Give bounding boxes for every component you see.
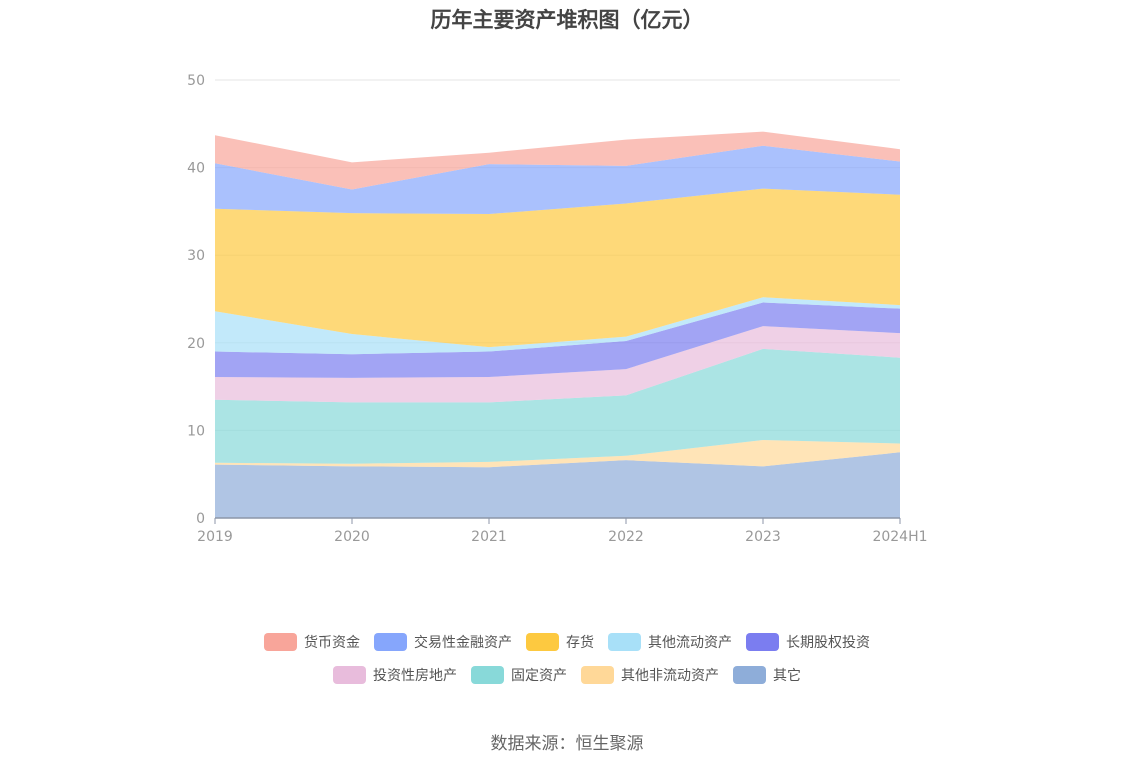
area-series — [215, 302, 900, 378]
legend-item[interactable]: 货币资金 — [264, 632, 360, 652]
legend-label: 长期股权投资 — [786, 635, 870, 651]
y-tick-label: 40 — [187, 161, 205, 177]
area-series — [215, 440, 900, 468]
legend-label: 其它 — [773, 668, 801, 684]
legend-swatch — [374, 633, 407, 651]
legend-swatch — [264, 633, 297, 651]
legend-swatch — [333, 666, 366, 684]
x-tick-label: 2021 — [471, 529, 507, 545]
legend-item[interactable]: 固定资产 — [471, 665, 567, 685]
legend-label: 其他非流动资产 — [621, 668, 719, 684]
legend-item[interactable]: 交易性金融资产 — [374, 632, 512, 652]
y-tick-label: 0 — [196, 511, 205, 527]
legend-swatch — [526, 633, 559, 651]
legend-row-2: 投资性房地产 固定资产 其他非流动资产 其它 — [0, 665, 1134, 685]
area-series — [215, 297, 900, 355]
data-source-note: 数据来源：恒生聚源 — [490, 734, 644, 754]
legend-item[interactable]: 其他非流动资产 — [581, 665, 719, 685]
y-tick-label: 50 — [187, 73, 205, 89]
legend-label: 交易性金融资产 — [414, 635, 512, 651]
legend-swatch — [746, 633, 779, 651]
legend-label: 货币资金 — [304, 635, 360, 651]
legend-item[interactable]: 存货 — [526, 632, 594, 652]
legend-item[interactable]: 长期股权投资 — [746, 632, 870, 652]
legend-label: 投资性房地产 — [373, 668, 457, 684]
legend-item[interactable]: 投资性房地产 — [333, 665, 457, 685]
legend-label: 存货 — [566, 635, 594, 651]
y-tick-label: 10 — [187, 423, 205, 439]
legend-row-1: 货币资金 交易性金融资产 存货 其他流动资产 长期股权投资 — [0, 632, 1134, 652]
x-tick-label: 2023 — [745, 529, 781, 545]
area-series — [215, 326, 900, 403]
y-tick-label: 20 — [187, 336, 205, 352]
area-series — [215, 188, 900, 348]
legend-swatch — [581, 666, 614, 684]
legend-item[interactable]: 其它 — [733, 665, 801, 685]
x-tick-label: 2024H1 — [872, 529, 927, 545]
area-series — [215, 452, 900, 518]
area-series — [215, 348, 900, 464]
x-tick-label: 2019 — [197, 529, 233, 545]
y-tick-label: 30 — [187, 248, 205, 264]
legend-item[interactable]: 其他流动资产 — [608, 632, 732, 652]
legend-label: 固定资产 — [511, 668, 567, 684]
stacked-area-chart: 0 10 20 30 40 50 2019 2020 2021 2022 2023 2024H1 — [187, 73, 927, 545]
area-series — [215, 131, 900, 190]
area-series — [215, 145, 900, 215]
x-tick-label: 2022 — [608, 529, 644, 545]
legend-swatch — [733, 666, 766, 684]
chart-title: 历年主要资产堆积图（亿元） — [430, 8, 704, 32]
x-tick-label: 2020 — [334, 529, 370, 545]
legend-swatch — [471, 666, 504, 684]
legend-label: 其他流动资产 — [648, 635, 732, 651]
legend-swatch — [608, 633, 641, 651]
